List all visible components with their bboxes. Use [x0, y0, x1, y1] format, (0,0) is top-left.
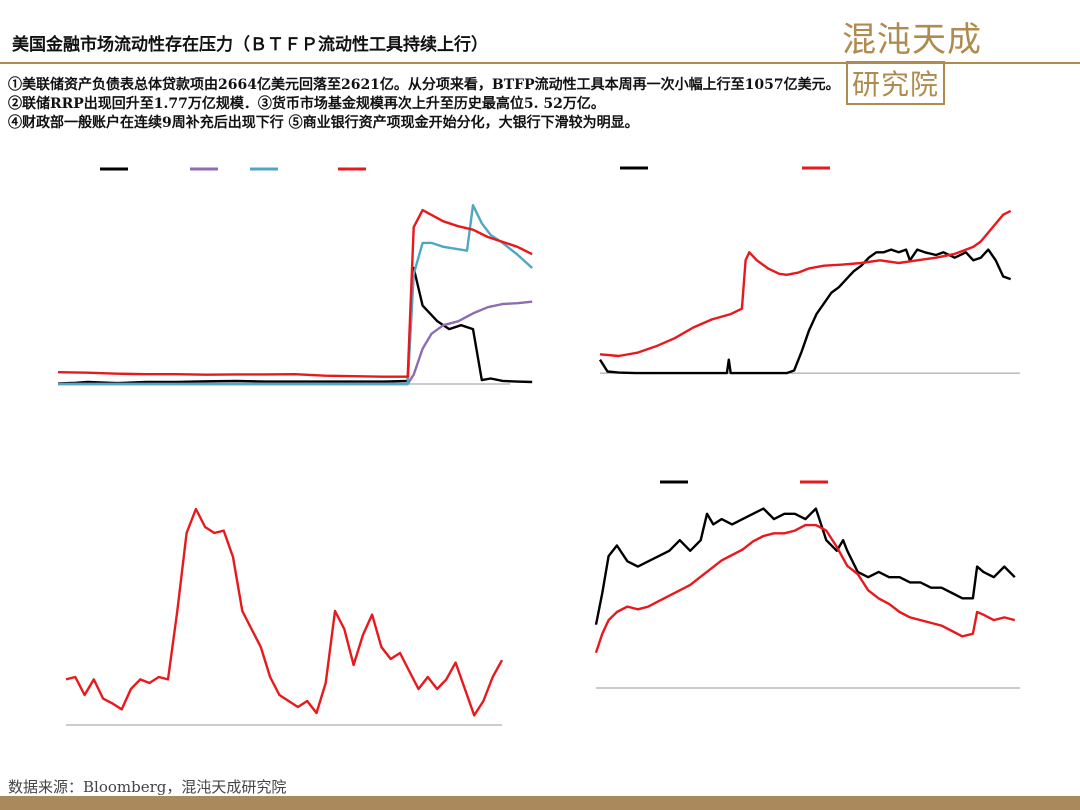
series-line-1	[599, 209, 1012, 358]
bank-cash-chart	[594, 480, 1020, 689]
logo-box-text: 研究院	[846, 61, 946, 105]
note-line: ④财政部一般账户在连续9周补充后出现下行 ⑤商业银行资产项现金开始分化，大银行下…	[8, 115, 639, 131]
series-line-1	[594, 523, 1016, 654]
fed-loans-chart	[57, 167, 534, 386]
series-line-0	[594, 507, 1016, 625]
tga-chart	[65, 507, 504, 726]
series-line-0	[57, 266, 533, 385]
data-source: 数据来源：Bloomberg，混沌天成研究院	[8, 778, 287, 796]
header-divider	[0, 62, 1080, 64]
note-line: ①美联储资产负债表总体贷款项由2664亿美元回落至2621亿。从分项来看，BTF…	[8, 77, 840, 93]
summary-notes: ①美联储资产负债表总体贷款项由2664亿美元回落至2621亿。从分项来看，BTF…	[8, 76, 840, 133]
logo-text: 混沌天成	[842, 20, 982, 60]
series-line-0	[65, 507, 504, 717]
footer-bar	[0, 796, 1080, 810]
series-line-2	[58, 204, 534, 386]
company-logo: 混沌天成研究院	[842, 12, 1080, 105]
series-line-3	[57, 208, 533, 378]
series-line-0	[598, 248, 1012, 375]
series-line-1	[58, 300, 533, 386]
rrp-mmf-chart	[598, 166, 1020, 375]
page-title: 美国金融市场流动性存在压力（ＢＴＦＰ流动性工具持续上行）	[12, 35, 488, 55]
note-line: ②联储RRP出现回升至1.77万亿规模．③货币市场基金规模再次上升至历史最高位5…	[8, 96, 605, 112]
